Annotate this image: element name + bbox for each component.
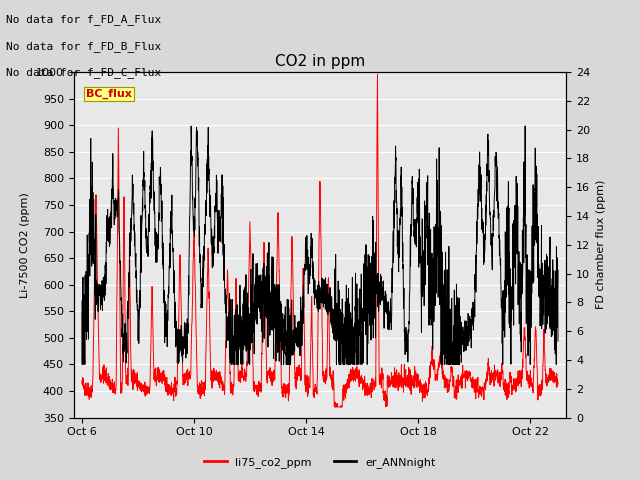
Text: No data for f_FD_B_Flux: No data for f_FD_B_Flux <box>6 41 162 52</box>
Text: No data for f_FD_A_Flux: No data for f_FD_A_Flux <box>6 14 162 25</box>
Text: BC_flux: BC_flux <box>86 89 132 99</box>
Legend: li75_co2_ppm, er_ANNnight: li75_co2_ppm, er_ANNnight <box>200 452 440 472</box>
Title: CO2 in ppm: CO2 in ppm <box>275 54 365 70</box>
Y-axis label: FD chamber flux (ppm): FD chamber flux (ppm) <box>596 180 606 310</box>
Y-axis label: Li-7500 CO2 (ppm): Li-7500 CO2 (ppm) <box>20 192 30 298</box>
Text: No data for f_FD_C_Flux: No data for f_FD_C_Flux <box>6 67 162 78</box>
